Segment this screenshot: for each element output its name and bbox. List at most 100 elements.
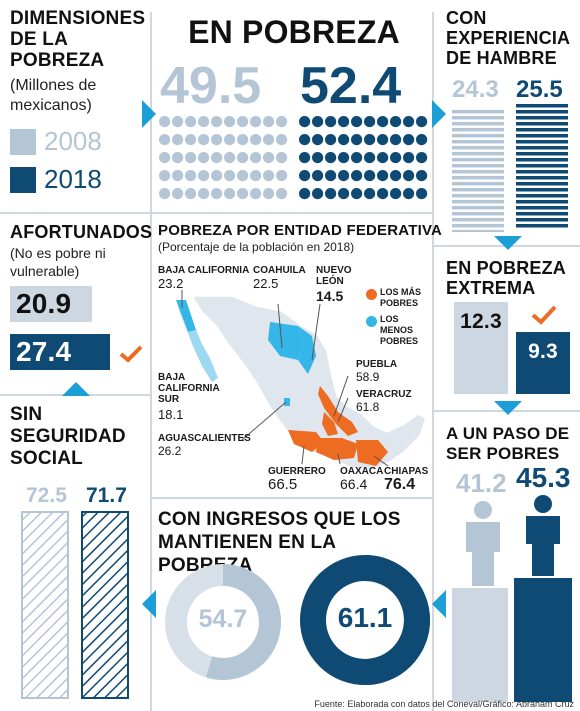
hambre-2008-value: 24.3: [452, 76, 499, 103]
state-value-baja-california: 23.2: [158, 276, 184, 291]
legend-2008-swatch: [10, 129, 36, 155]
ingresos-2018-value: 61.1: [337, 602, 393, 633]
pobreza-dot-2008: [159, 134, 171, 146]
state-name-puebla: PUEBLA: [356, 359, 398, 370]
pobreza-dot-2008: [198, 134, 210, 146]
hambre-bar-stripe-2018: [516, 116, 568, 120]
map-nuevo-leon: [298, 326, 316, 374]
map-title: POBREZA POR ENTIDAD FEDERATIVA: [158, 222, 443, 239]
pobreza-dot-2018: [351, 170, 363, 182]
paso-2018-value: 45.3: [516, 462, 571, 493]
hambre-bar-stripe-2018: [516, 104, 568, 108]
pobreza-dot-2018: [390, 116, 402, 128]
pobreza-dot-2018: [403, 152, 415, 164]
pobreza-dot-2018: [377, 188, 389, 200]
hambre-bar-stripe-2008: [452, 217, 504, 222]
pobreza-dot-2018: [338, 134, 350, 146]
pobreza-dot-2018: [416, 116, 428, 128]
legend-mas-pobres-swatch: [366, 289, 377, 300]
pobreza-dot-2008: [263, 116, 275, 128]
pobreza-dot-2008: [159, 152, 171, 164]
state-name-veracruz: VERACRUZ: [356, 389, 412, 400]
paso-2008-value: 41.2: [456, 468, 507, 498]
state-name-oaxaca: OAXACA: [340, 466, 384, 477]
pobreza-dot-2008: [250, 134, 262, 146]
pobreza-dot-2008: [237, 188, 249, 200]
pobreza-dot-2008: [198, 152, 210, 164]
state-name-baja-california-sur: BAJA CALIFORNIA SUR: [158, 372, 220, 405]
state-value-nuevo-leon: 14.5: [316, 288, 344, 304]
hambre-bar-stripe-2018: [516, 170, 568, 174]
legend-2018-label: 2018: [44, 164, 102, 194]
hambre-bar-stripe-2008: [452, 109, 504, 114]
hambre-bar-stripe-2008: [452, 223, 504, 228]
hambre-title: CON EXPERIENCIA DE HAMBRE: [446, 8, 570, 68]
hambre-bar-stripe-2008: [452, 115, 504, 120]
hambre-bar-stripe-2008: [452, 121, 504, 126]
pobreza-dot-2008: [250, 152, 262, 164]
pobreza-dot-2008: [159, 188, 171, 200]
state-name-coahuila: COAHUILA: [253, 265, 306, 276]
map-aguascalientes: [284, 398, 290, 406]
pobreza-dot-2018: [377, 170, 389, 182]
pobreza-dot-2018: [325, 152, 337, 164]
pobreza-dot-2018: [312, 170, 324, 182]
seguridad-2018-value: 71.7: [86, 484, 127, 507]
hambre-bar-stripe-2018: [516, 224, 568, 228]
hambre-bar-stripe-2008: [452, 169, 504, 174]
seguridad-bar-2018: [81, 511, 129, 699]
map-mainland: [190, 295, 427, 471]
hambre-bar-stripe-2018: [516, 218, 568, 222]
pobreza-dot-2008: [198, 188, 210, 200]
map-subtitle: (Porcentaje de la población en 2018): [158, 240, 355, 254]
ingresos-title: CON INGRESOS QUE LOS MANTIENEN EN LA POB…: [158, 509, 401, 576]
afortunados-2008-value: 20.9: [16, 288, 72, 319]
pobreza-dot-2008: [224, 134, 236, 146]
pobreza-dot-2018: [377, 152, 389, 164]
pobreza-dot-2008: [211, 134, 223, 146]
hambre-bar-stripe-2018: [516, 182, 568, 186]
state-value-chiapas: 76.4: [384, 476, 416, 493]
hambre-bar-stripe-2018: [516, 122, 568, 126]
pobreza-dot-2008: [185, 152, 197, 164]
mexico-map: [175, 290, 427, 471]
hambre-bar-stripe-2008: [452, 175, 504, 180]
arrow-left-2: [142, 590, 156, 618]
dimensions-subtitle: (Millones de mexicanos): [10, 77, 97, 114]
state-value-coahuila: 22.5: [253, 276, 279, 291]
pobreza-dot-2008: [159, 116, 171, 128]
pobreza-dot-2008: [172, 134, 184, 146]
pobreza-dot-2018: [364, 116, 376, 128]
pobreza-dot-2018: [338, 116, 350, 128]
state-name-guerrero: GUERRERO: [268, 466, 326, 477]
legend-menos-pobres-swatch: [366, 316, 377, 327]
pobreza-dot-2018: [351, 188, 363, 200]
pobreza-dot-2008: [237, 152, 249, 164]
state-name-chiapas: CHIAPAS: [384, 466, 429, 477]
pobreza-dot-2008: [211, 116, 223, 128]
paso-pedestal-2008: [452, 588, 508, 702]
hambre-bar-stripe-2018: [516, 206, 568, 210]
seguridad-bar-2008: [21, 511, 69, 699]
pobreza-dot-2018: [416, 152, 428, 164]
afortunados-bar-2018: [10, 334, 110, 370]
seguridad-2008-value: 72.5: [26, 484, 67, 507]
hambre-bar-stripe-2008: [452, 229, 504, 232]
pobreza-dot-2018: [364, 170, 376, 182]
dimensions-title: DIMENSIONES DE LA POBREZA: [10, 8, 146, 71]
pobreza-dot-2018: [403, 170, 415, 182]
pobreza-dot-2008: [237, 134, 249, 146]
extrema-title: EN POBREZA EXTREMA: [446, 258, 566, 298]
arrow-down-2: [494, 401, 522, 415]
pobreza-dot-2018: [325, 134, 337, 146]
pobreza-dot-2018: [299, 116, 311, 128]
hambre-bar-stripe-2008: [452, 211, 504, 216]
pobreza-dot-2018: [351, 116, 363, 128]
hambre-bar-stripe-2018: [516, 146, 568, 150]
hambre-bar-stripe-2018: [516, 188, 568, 192]
pobreza-dot-2018: [351, 134, 363, 146]
pobreza-dot-2008: [198, 170, 210, 182]
en-pobreza-2008-value: 49.5: [160, 57, 262, 115]
en-pobreza-title: EN POBREZA: [188, 14, 400, 50]
pobreza-dot-2018: [364, 134, 376, 146]
